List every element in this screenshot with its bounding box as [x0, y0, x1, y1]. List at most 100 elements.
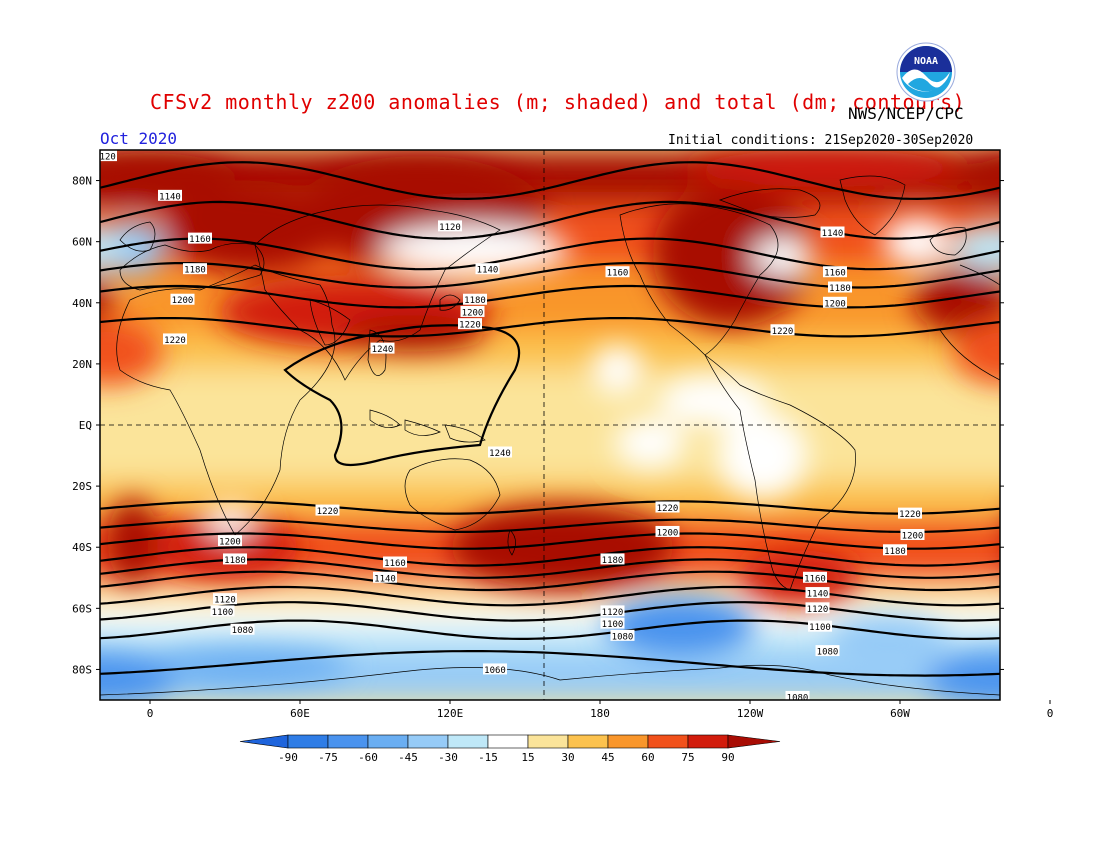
contour-label-box [218, 535, 242, 547]
contour-label: 1180 [464, 296, 486, 306]
anomaly-blob [0, 217, 53, 266]
anomaly-band [100, 266, 1000, 334]
anomaly-blob [717, 412, 808, 499]
noaa-logo-text: NOAA [914, 56, 938, 67]
contour-label-box [230, 623, 255, 635]
contour-label-box [163, 333, 187, 345]
contour-label-box [805, 587, 830, 599]
contour-label: 1180 [829, 284, 851, 294]
contour-label: 1160 [189, 235, 211, 245]
colorbar-label: -30 [438, 751, 458, 764]
initial-conditions-label: Initial conditions: 21Sep2020-30Sep2020 [668, 133, 974, 148]
anomaly-blob [1063, 181, 1100, 273]
anomaly-blob [1050, 517, 1100, 578]
colorbar-label: -15 [478, 751, 498, 764]
contour-label-box [883, 544, 907, 556]
height-contour [100, 546, 1000, 567]
colorbar-label: 45 [601, 751, 614, 764]
longitude-axis: 0 60E 120E 180 120W 60W 0 [147, 700, 1054, 720]
height-contour [100, 161, 1000, 201]
contour-label-box [808, 620, 832, 632]
contour-label-box [898, 507, 922, 519]
lon-label: 120W [737, 707, 764, 720]
contour-label-box [100, 150, 117, 162]
height-contour-1240 [283, 324, 521, 467]
noaa-logo-icon: NOAA [896, 42, 956, 102]
height-contour [100, 570, 1000, 592]
anomaly-blob [925, 654, 1000, 700]
contour-label: 1180 [602, 556, 624, 566]
contour-label-box [805, 602, 830, 614]
height-contour [100, 500, 1000, 515]
contour-label-box [483, 663, 507, 675]
contour-label: 1100 [602, 620, 624, 630]
agency-label: NWS/NCEP/CPC [848, 104, 964, 123]
contour-label: 1180 [184, 266, 206, 276]
contour-label-box [383, 556, 407, 568]
colorbar-segment [447, 734, 489, 749]
height-contour [100, 601, 1000, 622]
contour-label-box [315, 504, 340, 516]
colorbar-label: -75 [318, 751, 338, 764]
height-contour [100, 585, 1000, 607]
lat-label: 60S [72, 602, 92, 615]
coastlines [100, 175, 1000, 696]
contour-label: 1220 [459, 321, 481, 331]
height-contour [100, 532, 1000, 550]
height-contour [100, 650, 1000, 677]
contour-label: 1220 [317, 507, 339, 517]
contour-label: 1160 [607, 269, 629, 279]
lon-label: 60W [890, 707, 910, 720]
contour-label: 1120 [214, 596, 236, 606]
lat-label: EQ [79, 419, 92, 432]
lon-label: 180 [590, 707, 610, 720]
contour-label: 1160 [824, 269, 846, 279]
colorbar: -90 -75 -60 -45 -30 -15 15 30 45 60 75 90 [239, 734, 781, 764]
anomaly-blob [605, 596, 755, 658]
anomaly-blob [0, 614, 48, 675]
lon-label: 0 [1047, 707, 1054, 720]
valid-month-label: Oct 2020 [100, 129, 178, 148]
height-contour [100, 200, 1000, 240]
contour-label-box [223, 553, 247, 565]
contour-label-box [770, 324, 795, 336]
height-contour [100, 284, 1000, 309]
colorbar-left-arrow [239, 734, 289, 749]
contour-label: 1200 [219, 538, 241, 548]
lon-label: 60E [290, 707, 310, 720]
anomaly-blob [100, 318, 163, 386]
contour-label-box [213, 593, 237, 605]
anomaly-blob [100, 277, 113, 322]
contour-label-box [900, 529, 925, 540]
contour-label: 1180 [884, 547, 906, 557]
lat-label: 80N [72, 175, 92, 188]
contour-label-box [600, 617, 625, 629]
contour-label: 1200 [657, 528, 679, 538]
contour-label: 1120 [94, 153, 116, 163]
lat-label: 40N [72, 297, 92, 310]
contour-label: 1140 [374, 574, 396, 584]
colorbar-label: 75 [681, 751, 694, 764]
contour-label-box [820, 226, 845, 238]
colorbar-label: 15 [521, 751, 534, 764]
anomaly-blob [150, 648, 350, 685]
contour-label: 1220 [164, 336, 186, 346]
contour-label: 1120 [602, 608, 624, 618]
anomaly-blob [1008, 498, 1058, 584]
contour-label-box [655, 501, 680, 513]
contour-labels: 1120 1140 1160 1180 1200 1220 1120 1140 1160 1180… [94, 150, 925, 700]
anomaly-blob [952, 223, 1000, 273]
anomaly-blob [687, 150, 963, 187]
lat-label: 40S [72, 541, 92, 554]
anomaly-blob [450, 504, 675, 590]
contour-label-box [210, 605, 235, 617]
anomaly-blob [100, 654, 175, 700]
contour-label-box [370, 342, 395, 354]
latitude-axis: 80N 60N 40N 20N EQ 20S 40S 60S 80S [72, 175, 1004, 676]
contour-label: 1140 [477, 266, 499, 276]
contour-label-box [188, 232, 212, 244]
height-contour [100, 518, 1000, 533]
height-contour [100, 619, 1000, 640]
colorbar-segment [527, 734, 569, 749]
